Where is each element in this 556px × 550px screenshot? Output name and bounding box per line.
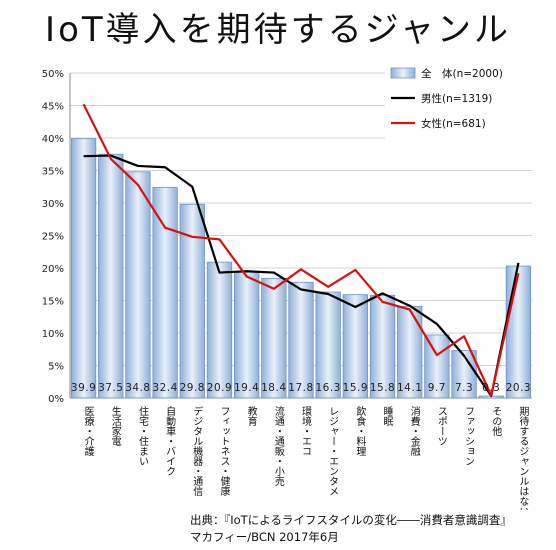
y-tick-label: 15%	[42, 297, 64, 308]
bar	[315, 291, 341, 399]
source-line-2: マカフィー/BCN 2017年6月	[190, 530, 339, 544]
data-label: 37.5	[98, 382, 123, 394]
bar	[261, 277, 287, 399]
y-tick-label: 40%	[42, 134, 64, 145]
category-label: 自動車・バイク	[164, 405, 176, 476]
category-label: 生活家電	[109, 405, 121, 446]
legend-label: 全 体(n=2000)	[421, 67, 503, 80]
category-label: レジャー・エンタメ	[327, 406, 339, 496]
category-label: 教育	[245, 405, 257, 427]
bar	[70, 138, 97, 399]
category-label: 消費・金融	[408, 405, 420, 457]
category-label: 住宅・住まい	[136, 405, 148, 466]
bar	[288, 281, 314, 399]
category-label: 飲食・料理	[354, 405, 366, 456]
category-label: フィットネス・健康	[218, 406, 230, 496]
bar	[125, 171, 151, 399]
data-label: 16.3	[315, 382, 340, 394]
bar	[369, 294, 396, 399]
data-label: 15.8	[370, 382, 395, 394]
data-label: 15.9	[343, 382, 368, 394]
data-label: 19.4	[234, 382, 259, 394]
data-label: 32.4	[152, 382, 177, 394]
legend-label: 女性(n=681)	[421, 117, 486, 130]
y-tick-label: 50%	[42, 69, 64, 80]
category-label: ファッション	[463, 406, 474, 466]
bar	[206, 261, 233, 399]
legend-label: 男性(n=1319)	[421, 92, 492, 105]
data-label: 14.1	[397, 382, 422, 394]
category-label: その他	[490, 406, 502, 437]
data-label: 9.7	[428, 382, 446, 394]
data-label: 0.3	[482, 382, 500, 394]
chart-svg: 0%5%10%15%20%25%30%35%40%45%50%39.9 37.5 3…	[41, 67, 532, 510]
y-tick-label: 0%	[48, 394, 64, 405]
y-tick-label: 5%	[48, 362, 64, 373]
category-label: 期待するジャンルはない	[517, 406, 529, 510]
bar	[342, 294, 368, 399]
data-label: 34.8	[125, 382, 150, 394]
category-label: 睡眠	[381, 405, 393, 427]
data-label: 7.3	[455, 382, 473, 394]
data-label: 17.8	[288, 382, 313, 394]
y-tick-label: 20%	[42, 264, 64, 275]
data-label: 18.4	[261, 382, 286, 394]
category-label: 環境・エコ	[300, 406, 312, 456]
bar	[505, 265, 532, 399]
bar	[451, 350, 477, 399]
category-label: 流通・通販・小売	[272, 405, 284, 486]
bar	[234, 271, 260, 399]
y-tick-label: 25%	[42, 232, 64, 243]
legend-swatch	[390, 67, 416, 79]
data-label: 29.8	[180, 382, 205, 394]
data-label: 20.9	[207, 382, 232, 394]
data-label: 20.3	[506, 382, 531, 394]
data-label: 39.9	[71, 382, 96, 394]
category-label: 医療・介護	[82, 406, 94, 457]
bar	[424, 334, 450, 399]
category-label: スポーツ	[435, 406, 447, 446]
bar	[98, 153, 124, 399]
bar	[152, 186, 178, 399]
y-tick-label: 35%	[42, 167, 64, 178]
category-label: デジタル機器・通信	[191, 405, 203, 497]
y-tick-label: 10%	[42, 329, 64, 340]
source-note: 出典：『IoTによるライフスタイルの変化――消費者意識調査』 マカフィー/BCN…	[190, 512, 512, 546]
series-line	[82, 103, 520, 397]
chart-title: IoT導入を期待するジャンル	[45, 10, 511, 50]
source-line-1: 出典：『IoTによるライフスタイルの変化――消費者意識調査』	[190, 513, 512, 527]
series-line	[83, 154, 520, 398]
y-tick-label: 30%	[42, 199, 64, 210]
y-tick-label: 45%	[42, 102, 64, 113]
